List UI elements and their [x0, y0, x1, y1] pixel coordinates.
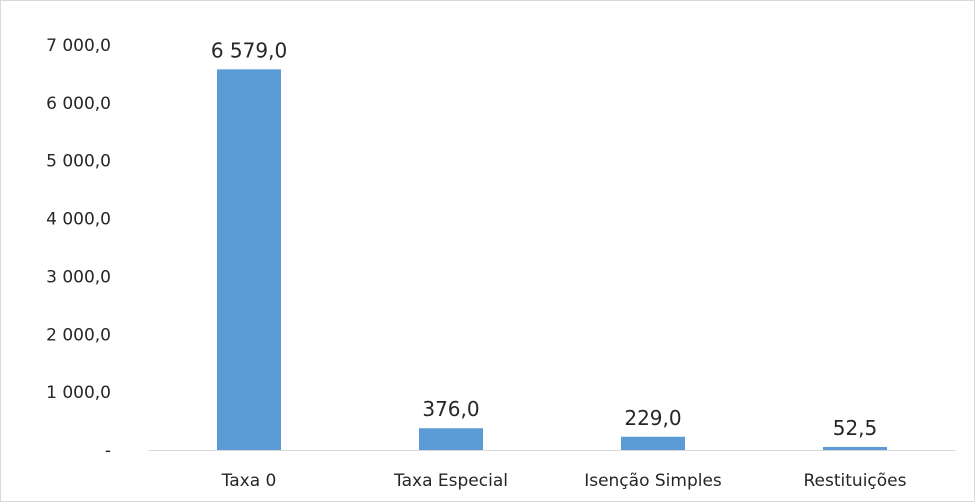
y-tick-label: 6 000,0 — [46, 94, 111, 114]
bar — [621, 436, 685, 450]
y-tick-label: 5 000,0 — [46, 152, 111, 172]
category-label: Isenção Simples — [584, 471, 722, 491]
data-label: 52,5 — [833, 416, 878, 440]
data-label: 6 579,0 — [211, 38, 287, 62]
y-tick-label: 3 000,0 — [46, 267, 111, 287]
category-label: Taxa 0 — [221, 471, 277, 491]
y-tick-label: 1 000,0 — [46, 383, 111, 403]
y-tick-label: - — [105, 441, 111, 461]
bar — [823, 446, 887, 450]
y-tick-label: 2 000,0 — [46, 325, 111, 345]
y-tick-label: 7 000,0 — [46, 36, 111, 56]
data-label: 376,0 — [422, 397, 479, 421]
data-label: 229,0 — [624, 406, 681, 430]
y-tick-label: 4 000,0 — [46, 210, 111, 230]
category-label: Taxa Especial — [393, 471, 508, 491]
category-label: Restituições — [804, 471, 907, 491]
bar — [217, 69, 281, 451]
bar — [419, 428, 483, 450]
